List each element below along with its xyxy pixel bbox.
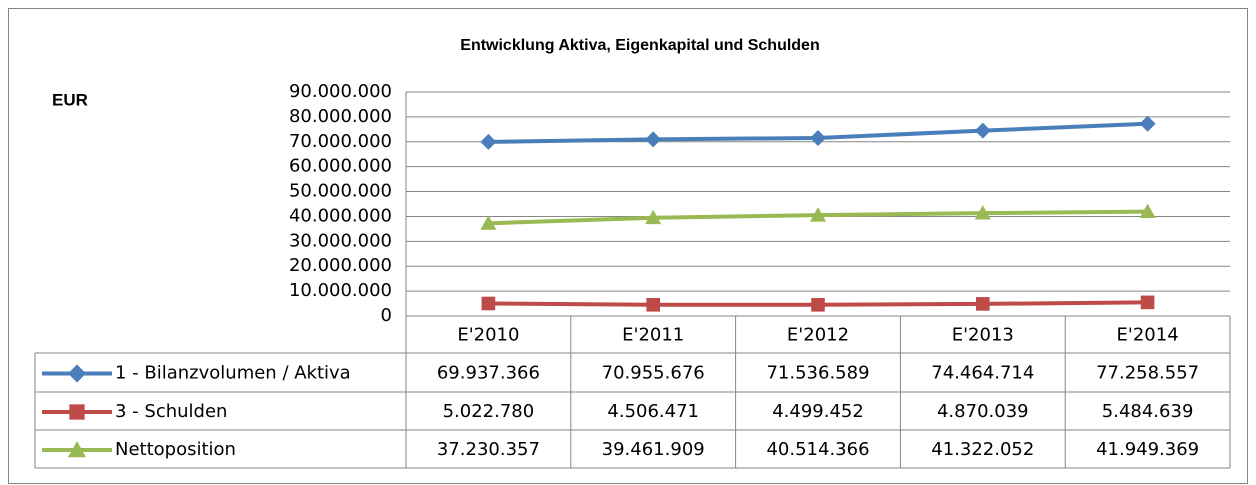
marker	[976, 297, 990, 311]
marker	[811, 298, 825, 312]
y-tick-label: 60.000.000	[289, 156, 392, 177]
table-value: 77.258.557	[1096, 363, 1199, 384]
marker	[480, 215, 497, 230]
y-tick-label: 80.000.000	[289, 106, 392, 127]
table-value: 4.499.452	[772, 401, 864, 422]
marker	[1140, 295, 1155, 310]
legend-label: 1 - Bilanzvolumen / Aktiva	[115, 363, 351, 384]
y-tick-label: 40.000.000	[289, 205, 392, 226]
y-tick-label: 30.000.000	[289, 230, 392, 251]
table-value: 5.484.639	[1102, 401, 1194, 422]
x-tick-label: E'2014	[1117, 325, 1179, 346]
chart-frame	[8, 8, 1248, 484]
y-axis-label: EUR	[52, 90, 88, 109]
y-tick-label: 20.000.000	[289, 255, 392, 276]
x-tick-label: E'2011	[622, 325, 684, 346]
y-tick-label: 10.000.000	[289, 280, 392, 301]
table-value: 39.461.909	[602, 439, 705, 460]
legend-label: 3 - Schulden	[115, 401, 227, 422]
table-value: 4.870.039	[937, 401, 1029, 422]
table-value: 5.022.780	[443, 401, 535, 422]
table-value: 40.514.366	[766, 439, 869, 460]
marker	[810, 207, 826, 222]
table-value: 71.536.589	[766, 363, 869, 384]
table-value: 69.937.366	[437, 363, 540, 384]
table-value: 74.464.714	[931, 363, 1034, 384]
table-value: 4.506.471	[607, 401, 699, 422]
y-tick-label: 0	[381, 305, 392, 326]
table-value: 37.230.357	[437, 439, 540, 460]
marker	[481, 296, 496, 311]
y-tick-label: 70.000.000	[289, 131, 392, 152]
marker	[974, 205, 991, 220]
y-tick-label: 90.000.000	[289, 81, 392, 102]
marker	[645, 209, 662, 225]
x-tick-label: E'2012	[787, 325, 849, 346]
marker	[1139, 115, 1156, 132]
table-value: 70.955.676	[602, 363, 705, 384]
chart-title: Entwicklung Aktiva, Eigenkapital und Sch…	[460, 37, 819, 54]
x-tick-label: E'2013	[952, 325, 1014, 346]
x-tick-label: E'2010	[457, 325, 519, 346]
marker	[646, 297, 660, 312]
marker	[810, 129, 826, 146]
legend-marker	[69, 404, 85, 420]
marker	[480, 133, 497, 150]
marker	[974, 122, 991, 139]
legend-marker	[68, 364, 86, 383]
marker	[1139, 203, 1156, 218]
table-value: 41.322.052	[931, 439, 1034, 460]
legend-marker	[68, 441, 86, 458]
table-value: 41.949.369	[1096, 439, 1199, 460]
legend-label: Nettoposition	[115, 439, 236, 460]
marker	[645, 131, 662, 148]
y-tick-label: 50.000.000	[289, 181, 392, 202]
